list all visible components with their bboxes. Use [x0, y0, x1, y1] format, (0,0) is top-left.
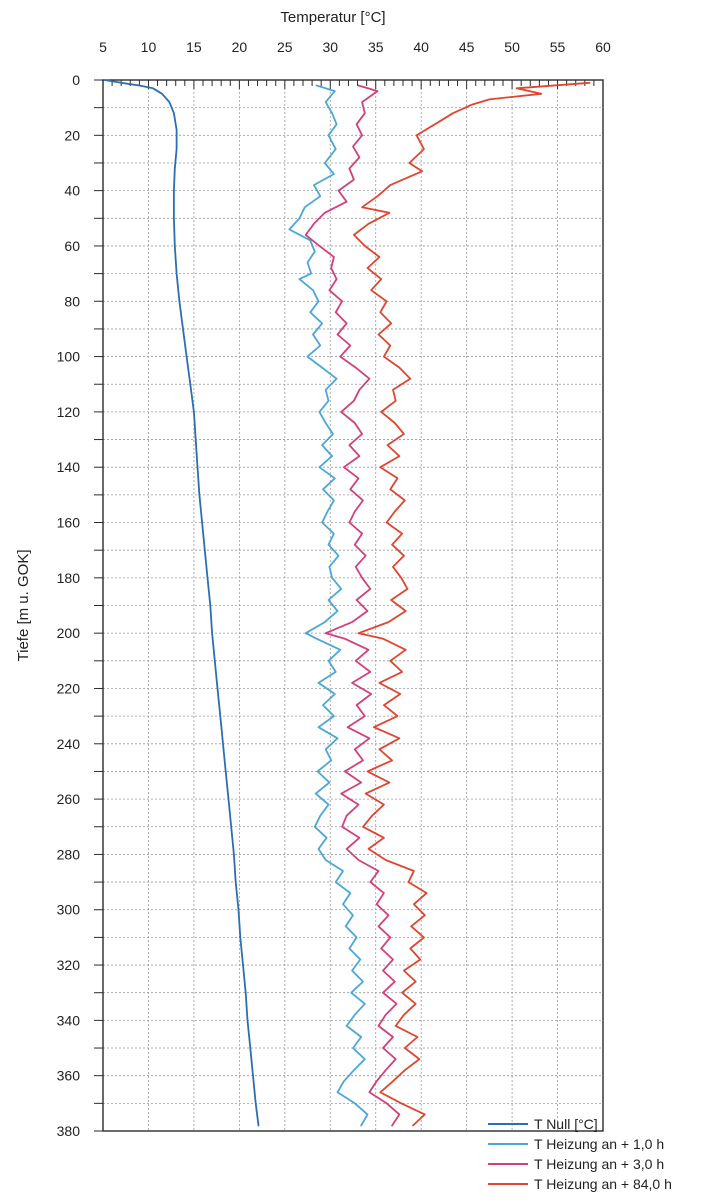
x-tick-label: 45 [459, 39, 475, 55]
y-tick-label: 0 [72, 72, 80, 88]
legend-label: T Null [°C] [534, 1116, 598, 1132]
x-axis-title: Temperatur [°C] [280, 9, 385, 26]
y-tick-label: 40 [64, 183, 80, 199]
x-axis-tick-labels: 5 10 15 20 25 30 35 40 45 50 55 60 [99, 39, 611, 55]
x-tick-label: 35 [368, 39, 384, 55]
series-line-3 [304, 84, 401, 1127]
y-axis-title: Tiefe [m u. GOK] [15, 550, 32, 662]
y-tick-label: 200 [57, 625, 81, 641]
series-line-4 [353, 81, 591, 1127]
y-tick-label: 100 [57, 349, 81, 365]
y-tick-label: 300 [57, 902, 81, 918]
y-tick-label: 280 [57, 846, 81, 862]
legend-label: T Heizung an + 3,0 h [534, 1156, 664, 1172]
y-tick-label: 120 [57, 404, 81, 420]
y-tick-label: 260 [57, 791, 81, 807]
x-tick-label: 25 [277, 39, 293, 55]
plot-frame [102, 79, 604, 1132]
x-tick-label: 55 [550, 39, 566, 55]
x-tick-label: 10 [141, 39, 157, 55]
y-tick-label: 360 [57, 1068, 81, 1084]
x-tick-label: 50 [504, 39, 520, 55]
y-tick-label: 80 [64, 293, 80, 309]
x-tick-label: 20 [232, 39, 248, 55]
x-tick-label: 30 [322, 39, 338, 55]
y-tick-label: 160 [57, 515, 81, 531]
grid [102, 79, 604, 1132]
y-tick-label: 20 [64, 127, 80, 143]
y-tick-label: 320 [57, 957, 81, 973]
y-axis-tick-labels: 0 20 40 60 80 100 120 140 160 180 200 220 240 260 280 3… [57, 72, 81, 1139]
series-line-2 [288, 84, 369, 1127]
x-tick-label: 60 [595, 39, 611, 55]
y-tick-label: 140 [57, 459, 81, 475]
legend-label: T Heizung an + 1,0 h [534, 1136, 664, 1152]
x-tick-label: 40 [413, 39, 429, 55]
y-tick-label: 180 [57, 570, 81, 586]
y-tick-label: 380 [57, 1123, 81, 1139]
y-tick-label: 240 [57, 736, 81, 752]
series-lines [103, 79, 591, 1127]
x-tick-label: 15 [186, 39, 202, 55]
legend-label: T Heizung an + 84,0 h [534, 1176, 672, 1192]
y-tick-label: 60 [64, 238, 80, 254]
legend: T Null [°C] T Heizung an + 1,0 h T Heizung… [488, 1116, 672, 1192]
y-tick-label: 220 [57, 680, 81, 696]
series-line-1 [103, 79, 260, 1127]
x-tick-label: 5 [99, 39, 107, 55]
y-tick-label: 340 [57, 1012, 81, 1028]
